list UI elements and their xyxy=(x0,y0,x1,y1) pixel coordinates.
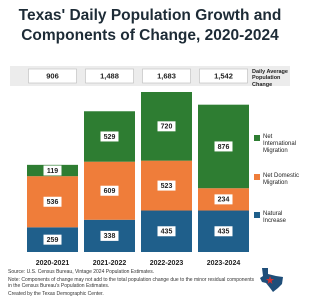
source: Source: U.S. Census Bureau, Vintage 2024… xyxy=(8,269,155,275)
star xyxy=(266,276,274,284)
x-tick-label: 2020-2021 xyxy=(36,260,70,267)
total-label: 1,488 xyxy=(100,71,119,80)
totals-title: Daily Average Population Change xyxy=(252,69,288,88)
value-label-box xyxy=(157,226,176,237)
value-label-box xyxy=(43,196,62,207)
value-label-box xyxy=(214,226,233,237)
value-label: 435 xyxy=(161,229,173,236)
legend-label: Natural Increase xyxy=(263,211,287,224)
total-box xyxy=(199,68,248,84)
value-label-box xyxy=(157,121,176,132)
value-label: 720 xyxy=(161,124,173,131)
value-label-box xyxy=(214,194,233,205)
total-label: 1,683 xyxy=(157,71,176,80)
value-label-box xyxy=(100,131,119,142)
x-tick-label: 2022-2023 xyxy=(150,260,184,267)
legend-swatch xyxy=(254,212,260,218)
credit: Created by the Texas Demographic Center. xyxy=(8,291,104,297)
texas-logo xyxy=(260,268,283,292)
value-label: 234 xyxy=(218,197,230,204)
value-label: 609 xyxy=(104,188,116,195)
total-label: 1,542 xyxy=(214,71,233,80)
total-label: 906 xyxy=(46,71,59,80)
infographic: 906 2020-2021 259 536 119 1,488 2021-2022 338 60… xyxy=(8,7,300,297)
value-label-box xyxy=(43,165,62,176)
x-tick-label: 2023-2024 xyxy=(207,260,241,267)
legend-swatch xyxy=(254,174,260,180)
total-box xyxy=(142,68,191,84)
value-label-box xyxy=(100,230,119,241)
value-label: 259 xyxy=(47,237,59,244)
value-label-box xyxy=(214,141,233,152)
value-label-box xyxy=(43,234,62,245)
value-label-box xyxy=(100,185,119,196)
chart-title: Texas' Daily Population Growth and Compo… xyxy=(18,7,282,45)
legend-label: Net Domestic Migration xyxy=(263,173,300,186)
legend-swatch xyxy=(254,135,260,141)
legend-label: Net International Migration xyxy=(263,134,297,154)
value-label-box xyxy=(157,180,176,191)
total-box xyxy=(85,68,134,84)
x-tick-label: 2021-2022 xyxy=(93,260,127,267)
value-label: 523 xyxy=(161,183,173,190)
value-label: 529 xyxy=(104,134,116,141)
total-box xyxy=(28,68,77,84)
value-label: 876 xyxy=(218,144,230,151)
value-label: 119 xyxy=(47,168,58,175)
value-label: 338 xyxy=(104,233,116,240)
value-label: 435 xyxy=(218,229,230,236)
chart: 906 2020-2021 259 536 119 1,488 2021-2022 338 60… xyxy=(10,66,290,292)
note: Note: Components of change may not add t… xyxy=(8,277,254,289)
value-label: 536 xyxy=(47,199,59,206)
